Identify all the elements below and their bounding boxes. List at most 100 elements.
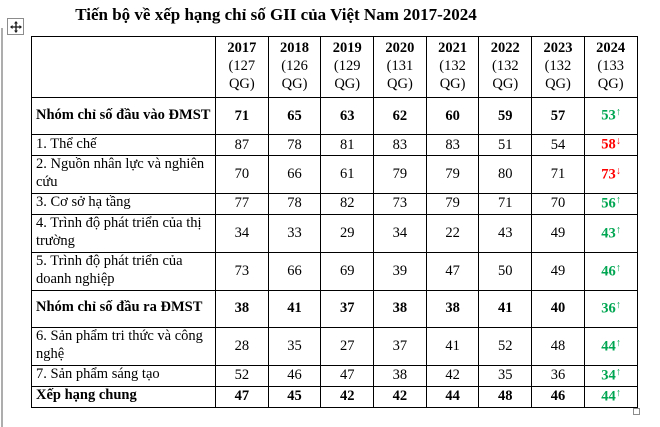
rank-cell-2024: 56↑ — [583, 192, 638, 215]
rank-cell: 82 — [320, 192, 375, 215]
rank-cell: 38 — [373, 289, 427, 328]
row-label: 3. Cơ sở hạ tầng — [31, 192, 216, 215]
rank-cell: 65 — [267, 97, 322, 135]
rank-cell: 46 — [531, 385, 585, 408]
rank-cell: 34 — [215, 213, 269, 253]
rank-cell: 44 — [425, 385, 480, 408]
rank-cell-2024: 73↓ — [583, 155, 638, 194]
corner-cell — [31, 36, 216, 98]
table-header-row: 2017 (127 QG) 2018 (126 QG) 2019 (129 QG) 2… — [31, 36, 638, 98]
rank-cell-2024: 46↑ — [583, 251, 638, 291]
rank-cell: 37 — [373, 326, 427, 366]
column-header-2019: 2019 (129 QG) — [320, 36, 375, 98]
rank-cell: 51 — [478, 134, 533, 156]
down-arrow-icon: ↓ — [615, 136, 621, 148]
rank-cell-2024: 44↑ — [583, 385, 638, 408]
up-arrow-icon: ↑ — [615, 337, 621, 349]
row-label: 6. Sản phẩm tri thức và công nghệ — [31, 326, 216, 366]
rank-cell: 69 — [320, 251, 375, 291]
up-arrow-icon: ↑ — [615, 195, 621, 207]
rank-cell: 78 — [267, 192, 322, 215]
rank-2024-value: 58 — [601, 136, 616, 153]
rank-2024-value: 56 — [601, 195, 616, 212]
rank-cell-2024: 43↑ — [583, 213, 638, 253]
rank-cell: 41 — [425, 326, 480, 366]
rank-2024-value: 44 — [601, 388, 616, 405]
rank-2024-value: 53 — [601, 107, 616, 124]
row-label: 7. Sản phẩm sáng tạo — [31, 364, 216, 387]
rank-cell: 22 — [425, 213, 480, 253]
table-row: 4. Trình độ phát triển của thị trường 34 3… — [31, 213, 638, 253]
rank-cell: 79 — [425, 192, 480, 215]
rank-cell: 66 — [267, 251, 322, 291]
up-arrow-icon: ↑ — [615, 367, 621, 378]
column-header-2024: 2024 (133 QG) — [583, 36, 638, 98]
rank-cell: 60 — [425, 97, 480, 135]
table-row: 6. Sản phẩm tri thức và công nghệ 28 35 27 3… — [31, 326, 638, 366]
rank-cell-2024: 53↑ — [583, 97, 638, 135]
rank-cell: 49 — [531, 251, 585, 291]
rank-cell: 43 — [478, 213, 533, 253]
rank-cell: 29 — [320, 213, 375, 253]
rank-cell: 63 — [320, 97, 375, 135]
table-row: 5. Trình độ phát triển của doanh nghiệp 7… — [31, 251, 638, 291]
rank-cell: 37 — [320, 289, 375, 328]
rank-cell: 38 — [373, 364, 427, 387]
row-label: Nhóm chỉ số đầu vào ĐMST — [31, 97, 216, 135]
rank-cell: 42 — [373, 385, 427, 408]
rank-cell: 41 — [478, 289, 533, 328]
rank-cell: 81 — [320, 134, 375, 156]
rank-cell: 38 — [215, 289, 269, 328]
table-row: 7. Sản phẩm sáng tạo 52 46 47 38 42 35 36 34↑ — [31, 364, 638, 387]
table-row: Nhóm chỉ số đầu vào ĐMST 71 65 63 62 60 59 57 53… — [31, 97, 638, 135]
rank-cell: 73 — [215, 251, 269, 291]
rank-cell: 70 — [531, 192, 585, 215]
rank-cell-2024: 36↑ — [583, 289, 638, 328]
rank-cell: 79 — [425, 155, 480, 194]
rank-2024-value: 73 — [601, 166, 616, 183]
row-label: 2. Nguồn nhân lực và nghiên cứu — [31, 155, 216, 194]
row-label: Xếp hạng chung — [31, 385, 216, 408]
rank-cell: 54 — [531, 134, 585, 156]
rank-cell: 36 — [531, 364, 585, 387]
rank-cell: 52 — [215, 364, 269, 387]
rank-cell: 48 — [531, 326, 585, 366]
rank-2024-value: 44 — [601, 338, 616, 355]
rank-cell: 57 — [531, 97, 585, 135]
table-row: Xếp hạng chung 47 45 42 42 44 48 46 44↑ — [31, 385, 638, 408]
rank-cell: 83 — [373, 134, 427, 156]
rank-2024-value: 34 — [601, 367, 616, 384]
rank-cell: 42 — [425, 364, 480, 387]
rank-cell: 49 — [531, 213, 585, 253]
rank-cell: 66 — [267, 155, 322, 194]
rank-cell: 83 — [425, 134, 480, 156]
column-header-2021: 2021 (132 QG) — [425, 36, 480, 98]
rank-cell: 73 — [373, 192, 427, 215]
rank-cell: 77 — [215, 192, 269, 215]
rank-2024-value: 36 — [601, 300, 616, 317]
table-move-handle[interactable] — [7, 18, 24, 35]
gii-ranking-table: 2017 (127 QG) 2018 (126 QG) 2019 (129 QG) 2… — [31, 36, 638, 408]
rank-cell: 48 — [478, 385, 533, 408]
row-label: Nhóm chỉ số đầu ra ĐMST — [31, 289, 216, 328]
table-resize-handle[interactable] — [633, 408, 640, 415]
table-row: 3. Cơ sở hạ tầng 77 78 82 73 79 71 70 56↑ — [31, 192, 638, 215]
rank-cell-2024: 44↑ — [583, 326, 638, 366]
rank-cell: 39 — [373, 251, 427, 291]
rank-cell: 34 — [373, 213, 427, 253]
row-label: 4. Trình độ phát triển của thị trường — [31, 213, 216, 253]
table-row: 1. Thể chế 87 78 81 83 83 51 54 58↓ — [31, 134, 638, 156]
column-header-2017: 2017 (127 QG) — [215, 36, 269, 98]
page-title: Tiến bộ về xếp hạng chỉ số GII của Việt … — [75, 5, 477, 24]
move-cross-icon — [9, 20, 22, 33]
rank-cell: 42 — [320, 385, 375, 408]
rank-cell: 45 — [267, 385, 322, 408]
rank-cell: 87 — [215, 134, 269, 156]
rank-cell: 47 — [215, 385, 269, 408]
down-arrow-icon: ↓ — [615, 165, 621, 177]
page-edge-divider — [1, 28, 3, 427]
rank-cell: 40 — [531, 289, 585, 328]
table-body: Nhóm chỉ số đầu vào ĐMST 71 65 63 62 60 59 57 53… — [31, 97, 638, 408]
rank-cell: 28 — [215, 326, 269, 366]
rank-cell: 47 — [320, 364, 375, 387]
